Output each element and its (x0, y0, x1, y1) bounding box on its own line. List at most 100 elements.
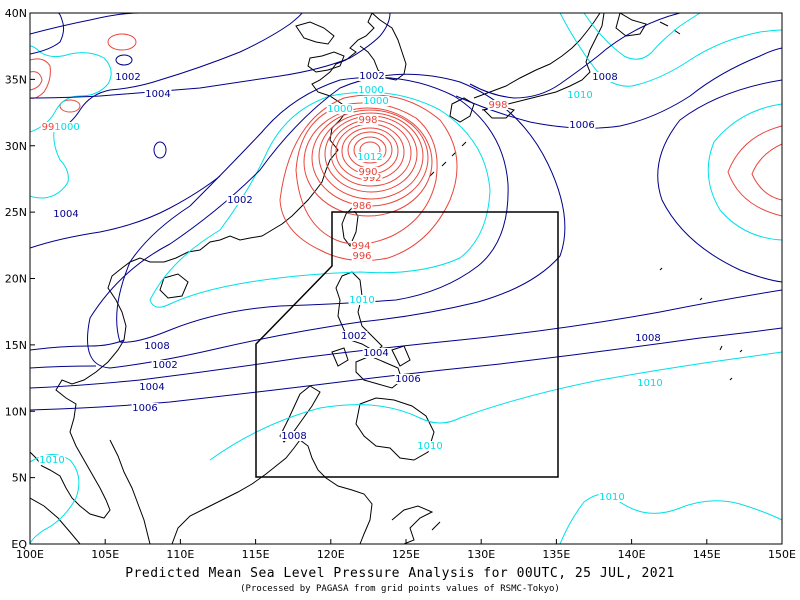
lat-tick-label: 20N (5, 273, 27, 286)
isobar-label: 992 (362, 173, 381, 184)
isobar-label-bg (144, 89, 172, 99)
lat-tick-label: 25N (5, 206, 27, 219)
isobar-label: 99 (42, 122, 55, 133)
isobar-label: 1008 (144, 341, 169, 352)
isobar-label: 1008 (281, 431, 306, 442)
isobar-label-bg (351, 251, 373, 261)
isobar-label-bg (634, 333, 662, 343)
map-title: Predicted Mean Sea Level Pressure Analys… (125, 566, 675, 581)
isobar-label: 1012 (357, 152, 382, 163)
mainland-coast (30, 13, 375, 519)
lat-tick-label: 40N (5, 7, 27, 20)
isobar-label: 1004 (363, 348, 388, 359)
isobar-label-bg (53, 122, 81, 132)
isobar-label: 986 (352, 201, 371, 212)
sulawesi-coast (391, 505, 441, 544)
isobar-label-bg (38, 455, 66, 465)
isobar-label-bg (591, 72, 619, 82)
low-pressure-isobars (30, 33, 782, 262)
isobar-label: 1010 (417, 441, 442, 452)
isobar-label: 1002 (115, 72, 140, 83)
lat-tick-label: 30N (5, 140, 27, 153)
isobar-label: 1010 (637, 378, 662, 389)
isobar-label-bg (566, 90, 594, 100)
lat-tick-label: 5N (12, 472, 27, 485)
mindanao-coast (355, 397, 435, 461)
isobar-label-bg (394, 374, 422, 384)
lat-tick-label: 10N (5, 405, 27, 418)
isobar-label-bg (348, 295, 376, 305)
isobar-label: 1008 (592, 72, 617, 83)
mindoro-coast (331, 347, 349, 367)
axis-ticks: 100E 105E 110E 115E 120E 125E 130E 135E 140E 145E… (5, 7, 796, 561)
isobar-label: 1002 (359, 71, 384, 82)
isobar-label-bg (361, 173, 383, 183)
isobar-label: 1004 (53, 209, 78, 220)
isobar-label-bg (358, 71, 386, 81)
isobar-label: 1006 (569, 120, 594, 131)
isobar-label: 1000 (54, 122, 79, 133)
isobar-label-bg (357, 85, 385, 95)
isobar-label: 1010 (39, 455, 64, 466)
isobar-label: 1006 (132, 403, 157, 414)
lon-tick-label: 105E (91, 548, 119, 561)
map-subtitle: (Processed by PAGASA from grid points va… (240, 584, 560, 594)
isobar-label: 1002 (152, 360, 177, 371)
isobar-label: 1000 (363, 96, 388, 107)
lon-tick-label: 135E (542, 548, 570, 561)
isobar-label: 1010 (599, 492, 624, 503)
lon-tick-label: 120E (317, 548, 345, 561)
isobar-label-bg (568, 120, 596, 130)
isobar-label: 994 (351, 241, 370, 252)
isobar-label: 1008 (635, 333, 660, 344)
high-pressure-isobars (30, 13, 782, 411)
isobar-label-bg (351, 201, 373, 211)
isobar-label-bg (357, 167, 379, 177)
lon-tick-label: 130E (467, 548, 495, 561)
lat-tick-label: EQ (11, 538, 27, 551)
isobar-label-bg (362, 348, 390, 358)
isobar-label-bg (226, 195, 254, 205)
isobar-label: 1004 (145, 89, 170, 100)
hainan-coast (159, 273, 189, 299)
shandong-coast (307, 51, 345, 73)
isobar-label: 1004 (139, 382, 164, 393)
lon-tick-label: 140E (618, 548, 646, 561)
isobar-label-bg (40, 122, 56, 132)
isobar-label-bg (598, 492, 626, 502)
japan-hokkaido (615, 13, 647, 37)
mid-pressure-isobars (30, 13, 782, 544)
lon-tick-label: 110E (166, 548, 194, 561)
isobar-label: 1010 (567, 90, 592, 101)
isobar-label-bg (487, 100, 509, 110)
japan-honshu (473, 13, 605, 111)
isobar-label-bg (138, 382, 166, 392)
isobar-label: 998 (358, 115, 377, 126)
micronesia-islands (659, 267, 743, 381)
sumatra-coast (30, 497, 81, 544)
isobar-label: 1000 (358, 85, 383, 96)
lon-tick-label: 115E (242, 548, 270, 561)
isobar-label-bg (151, 360, 179, 370)
isobar-label: 998 (488, 100, 507, 111)
bohai-coast (295, 21, 335, 45)
malay-coast (109, 439, 151, 544)
isobar-label: 1002 (341, 331, 366, 342)
isobar-label-bg (114, 72, 142, 82)
isobar-label: 996 (352, 251, 371, 262)
isobar-label-bg (350, 241, 372, 251)
palawan-coast (279, 385, 321, 443)
lat-tick-label: 35N (5, 73, 27, 86)
ryukyu-islands (429, 141, 467, 177)
isobar-label: 1002 (227, 195, 252, 206)
japan-kyushu (449, 97, 475, 123)
responsibility-area-box (255, 211, 559, 478)
borneo-coast (171, 439, 373, 544)
isobar-label-bg (356, 152, 384, 162)
lon-tick-label: 145E (693, 548, 721, 561)
isobar-label-bg (52, 209, 80, 219)
isobar-label: 990 (358, 167, 377, 178)
kuril-islands (659, 21, 681, 35)
